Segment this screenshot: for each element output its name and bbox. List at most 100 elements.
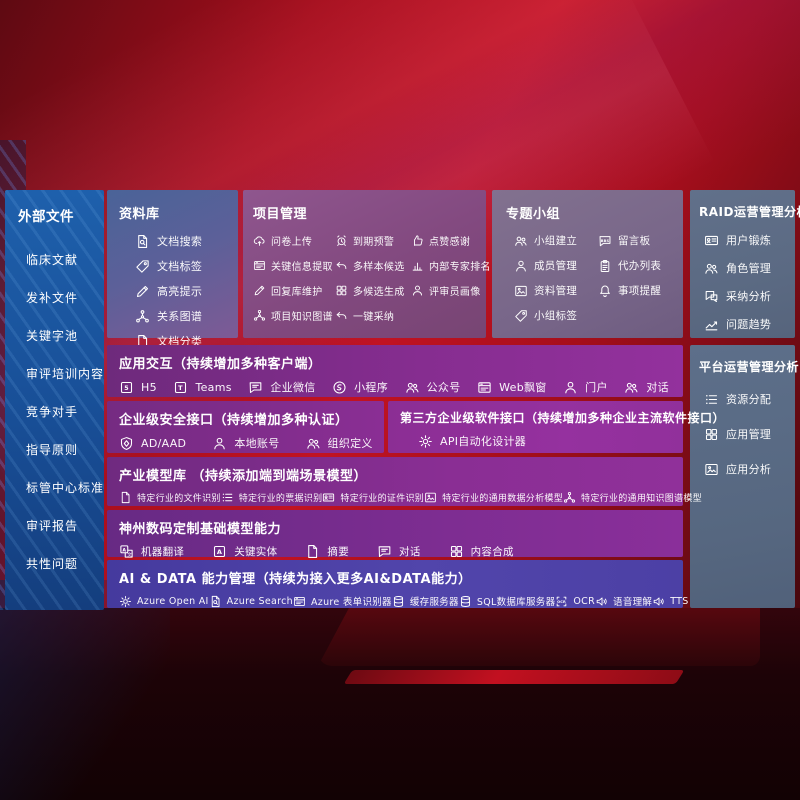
feature-multi-candidate[interactable]: 多候选生成	[335, 283, 411, 298]
feature-project-graph[interactable]: 项目知识图谱	[253, 308, 335, 323]
service-label: Azure Search	[226, 595, 293, 607]
feature-message-board[interactable]: 留言板	[598, 233, 679, 248]
client-dialog[interactable]: 对话	[624, 379, 669, 395]
feature-doc-search[interactable]: 文档搜索	[135, 233, 230, 249]
feature-adoption-analysis[interactable]: 采纳分析	[704, 288, 791, 304]
portal-icon	[563, 380, 578, 395]
feature-like-thanks[interactable]: 点赞感谢	[411, 233, 491, 248]
client-h5[interactable]: H5	[119, 380, 157, 395]
feature-due-alert[interactable]: 到期预警	[335, 233, 411, 248]
feature-issue-trend[interactable]: 问题趋势	[704, 316, 791, 332]
service-cache-server[interactable]: 缓存服务器	[392, 594, 459, 608]
feature-material-manage[interactable]: 资料管理	[514, 283, 598, 298]
feature-reminder[interactable]: 事项提醒	[598, 283, 679, 298]
model-certificate-recognition[interactable]: 特定行业的证件识别	[322, 491, 424, 504]
service-sql-db[interactable]: SQL数据库服务器	[459, 594, 556, 608]
translate-icon	[119, 544, 134, 559]
feature-user-training[interactable]: 用户锻炼	[704, 232, 791, 248]
client-portal[interactable]: 门户	[563, 379, 608, 395]
feature-survey-upload[interactable]: 问卷上传	[253, 233, 335, 248]
client-official-account[interactable]: 公众号	[405, 379, 461, 395]
sidebar-item-supplement-files[interactable]: 发补文件	[26, 291, 79, 305]
feature-reviewer-profile[interactable]: 评审员画像	[411, 283, 491, 298]
service-label: SQL数据库服务器	[476, 597, 556, 608]
panel-library-title: 资料库	[119, 207, 160, 222]
model-knowledge-graph[interactable]: 特定行业的通用知识图谱模型	[563, 491, 702, 504]
feature-group-tag[interactable]: 小组标签	[514, 308, 598, 323]
capability-compose[interactable]: 内容合成	[449, 544, 514, 559]
cloud-upload-icon	[253, 234, 266, 247]
feature-api-designer[interactable]: API自动化设计器	[418, 433, 526, 449]
auth-org-define[interactable]: 组织定义	[306, 435, 373, 451]
sidebar-item-review-reports[interactable]: 审评报告	[26, 519, 79, 533]
feature-reply-maintain[interactable]: 回复库维护	[253, 283, 335, 298]
feature-resource-alloc[interactable]: 资源分配	[704, 391, 791, 407]
sidebar-item-center-standards[interactable]: 标管中心标准	[26, 481, 105, 495]
service-azure-search[interactable]: Azure Search	[209, 595, 293, 608]
capability-translate[interactable]: 机器翻译	[119, 544, 184, 559]
feature-app-manage[interactable]: 应用管理	[704, 426, 791, 442]
feature-label: 代办列表	[618, 260, 662, 272]
people-icon	[514, 234, 528, 248]
panel-group-title: 专题小组	[506, 207, 561, 222]
azure-search-icon	[209, 595, 222, 608]
feature-label: 用户锻炼	[726, 234, 772, 247]
panel-project-management: 项目管理 问卷上传 到期预警 点赞感谢 关键信息提取 多样本候选 内部专家排名 …	[243, 190, 491, 338]
capability-summary[interactable]: 摘要	[305, 544, 349, 559]
sidebar-title: 外部文件	[18, 209, 74, 225]
chat-icon	[377, 544, 392, 559]
sidebar-item-review-training[interactable]: 审评培训内容	[26, 367, 105, 381]
feature-label: 一键采纳	[353, 312, 395, 323]
auth-local-account[interactable]: 本地账号	[212, 435, 279, 451]
feature-todo-list[interactable]: 代办列表	[598, 258, 679, 273]
auth-ad-aad[interactable]: AD/AAD	[119, 436, 186, 451]
model-label: 特定行业的证件识别	[340, 494, 425, 504]
model-receipt-recognition[interactable]: 特定行业的票据识别	[221, 491, 323, 504]
feature-doc-tag[interactable]: 文档标签	[135, 258, 230, 274]
sidebar-item-competitors[interactable]: 竞争对手	[26, 405, 79, 419]
client-wechat-work[interactable]: 企业微信	[248, 379, 315, 395]
capability-dialog[interactable]: 对话	[377, 544, 421, 559]
sidebar-item-clinical-literature[interactable]: 临床文献	[26, 253, 79, 267]
model-data-analysis[interactable]: 特定行业的通用数据分析模型	[424, 491, 563, 504]
capability-label: 机器翻译	[141, 546, 185, 558]
sidebar-item-keyword-pool[interactable]: 关键字池	[26, 329, 79, 343]
feature-member-manage[interactable]: 成员管理	[514, 258, 598, 273]
row-security-interface: 企业级安全接口（持续增加多种认证） AD/AAD 本地账号 组织定义	[107, 401, 384, 453]
feature-label: 小组建立	[534, 235, 578, 247]
sidebar-item-common-issues[interactable]: 共性问题	[26, 557, 79, 571]
feature-relation-graph[interactable]: 关系图谱	[135, 308, 230, 324]
model-file-recognition[interactable]: 特定行业的文件识别	[119, 491, 221, 504]
feature-app-analysis[interactable]: 应用分析	[704, 461, 791, 477]
feature-highlight[interactable]: 高亮提示	[135, 283, 230, 299]
feature-label: 项目知识图谱	[271, 312, 333, 323]
sidebar-item-guidelines[interactable]: 指导原则	[26, 443, 79, 457]
client-label: 企业微信	[270, 381, 316, 394]
feature-multi-sample[interactable]: 多样本候选	[335, 258, 411, 273]
service-azure-openai[interactable]: Azure Open AI	[119, 595, 209, 608]
highlighter-icon	[135, 284, 150, 299]
undo-arrow-icon	[335, 259, 348, 272]
people-icon	[704, 261, 719, 276]
service-form-recognizer[interactable]: Azure 表单识别器	[293, 594, 392, 608]
panel-project-title: 项目管理	[253, 207, 308, 222]
client-miniprogram[interactable]: 小程序	[332, 379, 388, 395]
client-web-window[interactable]: Web飘窗	[477, 379, 546, 395]
capability-entity[interactable]: 关键实体	[212, 544, 277, 559]
feature-label: 多样本候选	[353, 262, 405, 273]
feature-group-create[interactable]: 小组建立	[514, 233, 598, 248]
service-ocr[interactable]: OCR	[555, 595, 595, 608]
model-label: 特定行业的通用数据分析模型	[442, 494, 564, 504]
service-tts[interactable]: TTS	[652, 595, 688, 608]
client-teams[interactable]: Teams	[173, 380, 231, 395]
ranking-icon	[411, 259, 424, 272]
panel-platform-analysis: 平台运营管理分析 资源分配 应用管理 应用分析	[690, 345, 799, 608]
feature-doc-classify[interactable]: 文档分类	[135, 333, 230, 349]
feature-one-click-adopt[interactable]: 一键采纳	[335, 308, 411, 323]
feature-key-info-extract[interactable]: 关键信息提取	[253, 258, 335, 273]
feature-expert-ranking[interactable]: 内部专家排名	[411, 258, 491, 273]
service-speech[interactable]: 语音理解	[595, 594, 652, 608]
feature-role-manage[interactable]: 角色管理	[704, 260, 791, 276]
panel-platform-list: 资源分配 应用管理 应用分析	[699, 391, 791, 477]
speech-icon	[595, 595, 608, 608]
